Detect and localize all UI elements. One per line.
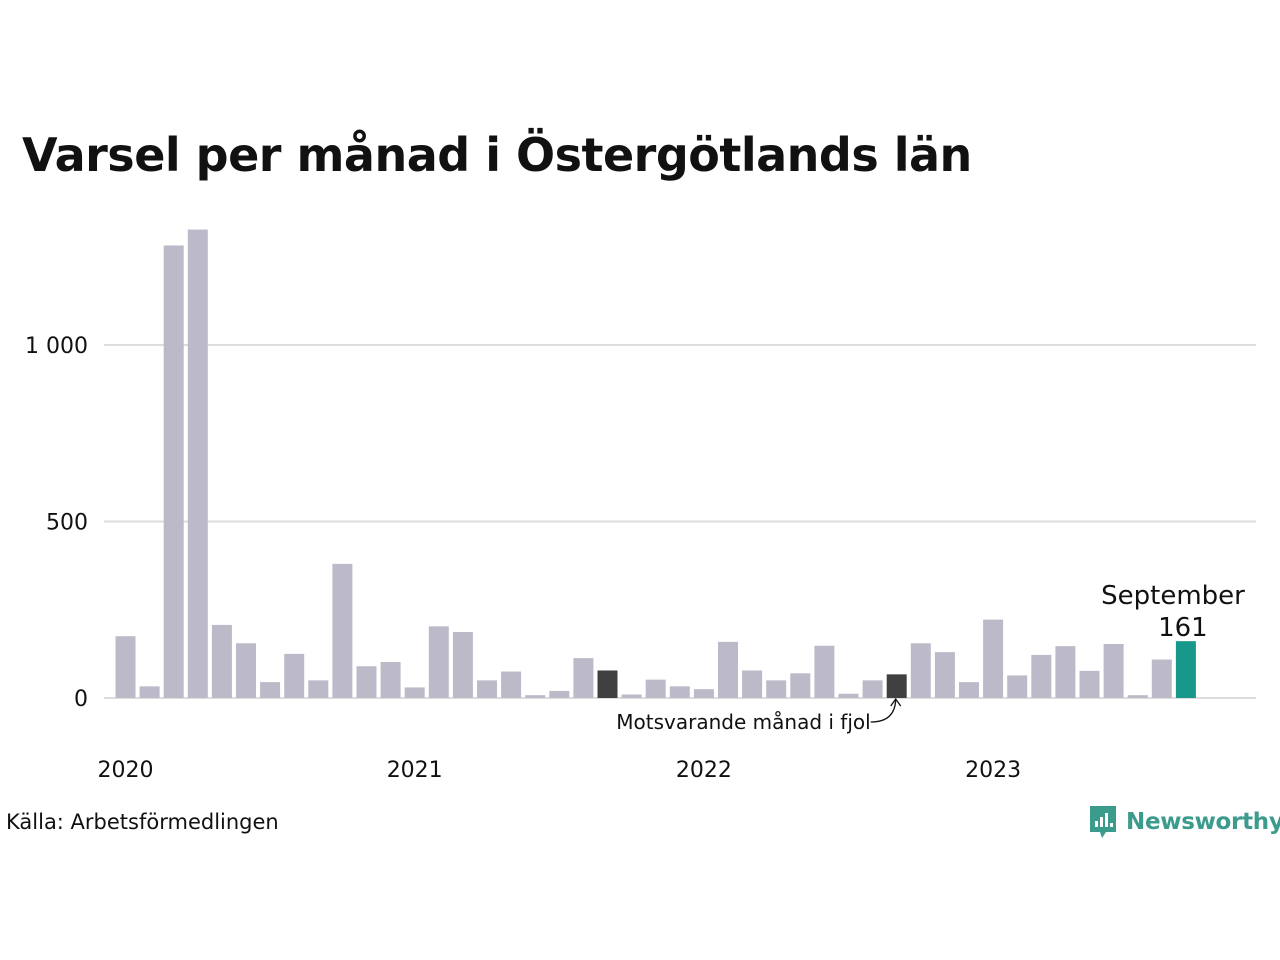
gridlines xyxy=(104,344,1256,699)
bar-2023-08 xyxy=(1151,659,1172,698)
x-tick-label-2022: 2022 xyxy=(676,758,732,783)
bar-2022-02 xyxy=(718,641,738,698)
bar-2020-06 xyxy=(236,643,256,698)
bar-2021-10 xyxy=(621,694,642,698)
bar-2021-04 xyxy=(477,680,497,698)
bar-2021-01 xyxy=(404,687,425,698)
bar-2022-08 xyxy=(862,680,883,698)
bar-2020-08 xyxy=(284,653,305,698)
bar-2022-07 xyxy=(838,693,859,698)
source-note: Källa: Arbetsförmedlingen xyxy=(6,810,279,834)
bar-2021-12 xyxy=(669,686,690,698)
bar-2021-09 xyxy=(597,670,618,698)
bar-2022-09 xyxy=(886,674,907,698)
bar-2022-12 xyxy=(959,682,979,698)
bar-2023-06 xyxy=(1103,643,1124,698)
current-month-label: September xyxy=(1101,581,1245,611)
bar-2022-06 xyxy=(814,645,835,698)
bar-2020-09 xyxy=(308,680,329,698)
bar-2020-04 xyxy=(187,229,208,698)
y-tick-label: 500 xyxy=(46,511,88,536)
bar-2023-07 xyxy=(1127,695,1148,698)
x-axis-ticks: 2020 2021 2022 2023 xyxy=(98,758,1022,783)
bar-2023-09 xyxy=(1175,641,1196,698)
bar-2021-05 xyxy=(501,671,522,698)
bar-2020-10 xyxy=(332,563,353,698)
bar-2020-05 xyxy=(211,624,232,698)
bar-2020-12 xyxy=(380,661,401,698)
chart-title: Varsel per månad i Östergötlands län xyxy=(22,128,972,182)
bar-2022-11 xyxy=(934,652,955,698)
bar-2023-02 xyxy=(1007,675,1028,698)
bar-2023-05 xyxy=(1079,670,1100,698)
bar-2022-04 xyxy=(766,680,787,698)
bar-2021-06 xyxy=(525,695,546,698)
x-tick-label-2020: 2020 xyxy=(98,758,154,783)
bar-2022-10 xyxy=(910,643,931,698)
brand-logo: Newsworthy xyxy=(1088,804,1280,840)
bar-2020-03 xyxy=(163,245,184,699)
y-axis-ticks: 0 500 1 000 xyxy=(25,334,88,712)
previous-year-arrowhead xyxy=(890,697,902,707)
y-tick-label: 1 000 xyxy=(25,334,88,359)
bar-2020-02 xyxy=(139,686,160,698)
bar-2021-07 xyxy=(549,690,570,698)
annotations: September 161 Motsvarande månad i fjol xyxy=(616,581,1245,734)
brand-name: Newsworthy xyxy=(1126,809,1280,835)
bar-2022-03 xyxy=(742,670,763,698)
bar-2021-03 xyxy=(452,631,473,698)
bar-2021-08 xyxy=(573,658,594,698)
previous-year-arrow xyxy=(870,699,897,723)
x-tick-label-2023: 2023 xyxy=(965,758,1021,783)
bar-chart-speech-bubble-icon xyxy=(1090,806,1116,838)
bar-2020-01 xyxy=(115,636,136,698)
y-tick-label: 0 xyxy=(74,687,88,712)
bar-2023-01 xyxy=(983,619,1004,698)
previous-year-label: Motsvarande månad i fjol xyxy=(616,710,870,734)
bar-2023-04 xyxy=(1055,646,1076,698)
x-tick-label-2021: 2021 xyxy=(387,758,443,783)
bar-2023-03 xyxy=(1031,654,1052,698)
bars xyxy=(115,229,1196,699)
current-value-label: 161 xyxy=(1158,613,1208,643)
bar-2020-07 xyxy=(260,682,281,698)
bar-2021-11 xyxy=(645,679,666,698)
bar-2022-01 xyxy=(693,689,714,698)
bar-2022-05 xyxy=(790,673,811,698)
bar-2021-02 xyxy=(428,626,449,698)
bar-2020-11 xyxy=(356,666,377,698)
